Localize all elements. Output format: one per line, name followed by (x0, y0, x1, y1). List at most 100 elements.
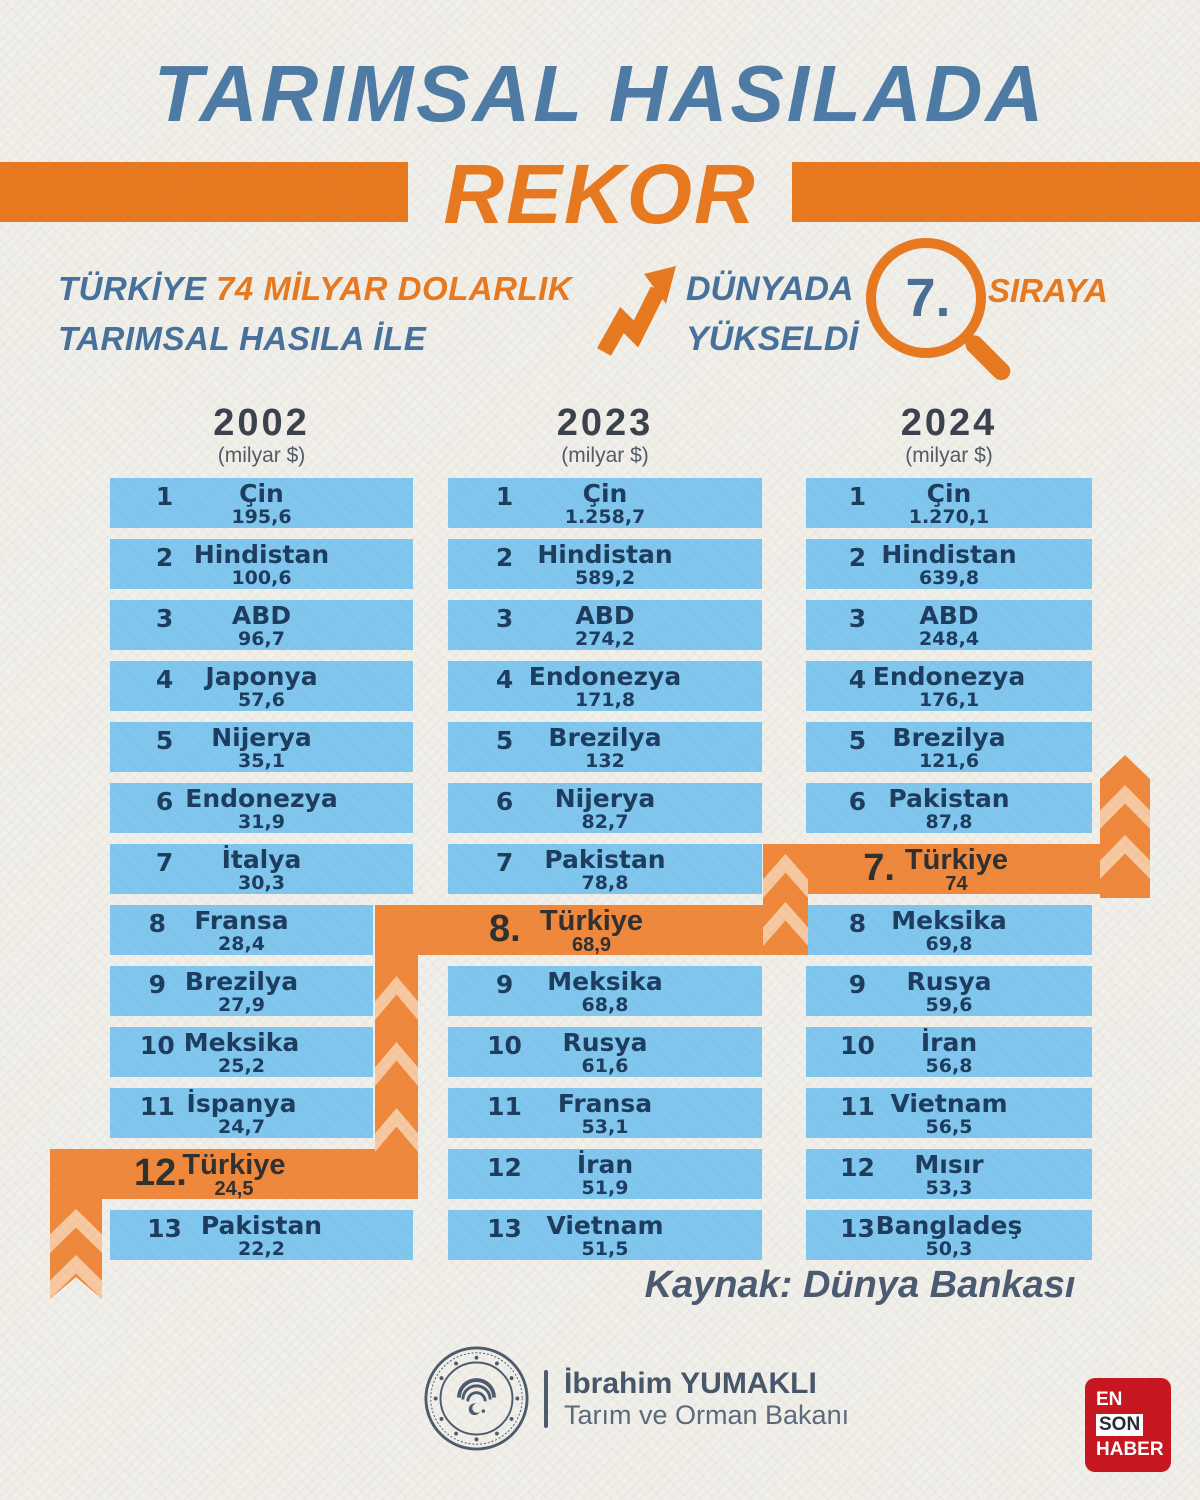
column-unit: (milyar $) (561, 444, 649, 467)
country-name: Meksika (891, 906, 1007, 935)
subtitle-world-line2: YÜKSELDİ (686, 320, 858, 358)
rank-number: 9 (848, 970, 867, 999)
table-row: 12 İran 51,9 (448, 1149, 762, 1199)
ranking-rows: 1 Çin 1.270,1 2 Hindistan 639,8 3 ABD 248,4 4 Endo… (763, 478, 1150, 1260)
country-name: İran (576, 1150, 634, 1179)
table-row: 3 ABD 96,7 (110, 600, 413, 650)
rank-number: 8 (148, 909, 167, 938)
country-value: 171,8 (574, 689, 636, 711)
rank-number: 12. (133, 1152, 187, 1194)
chevron-up-icon (1100, 785, 1150, 829)
rank-number: 13 (840, 1214, 875, 1243)
rank-number: 7. (863, 847, 895, 889)
country-name: ABD (919, 601, 979, 630)
country-name: Türkiye (539, 905, 644, 937)
country-name: Mısır (914, 1150, 984, 1179)
rank-number: 2 (495, 543, 514, 572)
country-value: 1.270,1 (908, 506, 990, 528)
brand-line-haber: HABER (1096, 1439, 1164, 1460)
rank-number: 8. (489, 908, 521, 950)
table-row: 2 Hindistan 639,8 (806, 539, 1092, 589)
rank-number: 6 (155, 787, 174, 816)
rising-trend-arrow-icon (597, 266, 676, 356)
rank-number: 1 (848, 482, 867, 511)
country-value: 24,5 (214, 1178, 254, 1200)
country-name: Brezilya (184, 967, 299, 996)
table-row: 4 Japonya 57,6 (110, 661, 413, 711)
ensonhaber-logo: EN SON HABER (1085, 1378, 1171, 1472)
rank-number: 2 (155, 543, 174, 572)
country-name: Vietnam (546, 1211, 664, 1240)
minister-name: İbrahim YUMAKLI (564, 1366, 817, 1400)
column-unit: (milyar $) (217, 444, 306, 467)
table-row: 4 Endonezya 176,1 (806, 661, 1092, 711)
table-row: 10 İran 56,8 (806, 1027, 1092, 1077)
chevron-up-icon (763, 902, 808, 946)
country-value: 57,6 (238, 689, 285, 711)
table-row: 10 Rusya 61,6 (448, 1027, 762, 1077)
country-value: 274,2 (574, 628, 636, 650)
rank-number: 6 (495, 787, 514, 816)
country-name: ABD (231, 601, 292, 630)
country-name: Endonezya (528, 662, 682, 691)
table-row: 11 Fransa 53,1 (448, 1088, 762, 1138)
rank-number: 1 (495, 482, 514, 511)
table-row: 12 Mısır 53,3 (806, 1149, 1092, 1199)
rank-number: 9 (148, 970, 167, 999)
rank-number: 5 (155, 726, 174, 755)
subtitle-lead: TÜRKİYE (58, 270, 207, 307)
table-row: 11 Vietnam 56,5 (806, 1088, 1092, 1138)
subtitle-line2: TARIMSAL HASILA İLE (58, 320, 427, 357)
country-value: 35,1 (238, 750, 285, 772)
magnifier-icon: 7. (866, 238, 1016, 384)
country-name: İspanya (186, 1089, 297, 1118)
rank-number: 13 (487, 1214, 522, 1243)
table-row: 6 Nijerya 82,7 (448, 783, 762, 833)
table-row: 9 Meksika 68,8 (448, 966, 762, 1016)
rank-number: 2 (848, 543, 867, 572)
country-name: İran (920, 1028, 978, 1057)
country-name: Fransa (194, 906, 289, 935)
country-value: 56,8 (925, 1055, 973, 1077)
chevron-up-icon (50, 1255, 102, 1299)
page-title-highlight: REKOR (443, 147, 757, 241)
country-value: 68,8 (581, 994, 629, 1016)
table-row: 2 Hindistan 589,2 (448, 539, 762, 589)
country-name: Pakistan (544, 845, 666, 874)
table-row: 9 Rusya 59,6 (806, 966, 1092, 1016)
country-value: 56,5 (925, 1116, 973, 1138)
country-value: 589,2 (574, 567, 636, 589)
table-row: 11 İspanya 24,7 (110, 1088, 373, 1138)
rank-number: 10 (840, 1031, 875, 1060)
signature-divider (544, 1369, 548, 1428)
country-name: Nijerya (211, 723, 312, 752)
table-row: 3 ABD 248,4 (806, 600, 1092, 650)
country-value: 121,6 (918, 750, 980, 772)
table-row: 13 Bangladeş 50,3 (806, 1210, 1092, 1260)
country-value: 82,7 (581, 811, 629, 833)
country-value: 100,6 (231, 567, 292, 589)
country-name: Rusya (562, 1028, 648, 1057)
country-name: Bangladeş (875, 1211, 1023, 1240)
path-band-2024-head (1100, 755, 1150, 898)
country-name: Pakistan (888, 784, 1010, 813)
minister-block: İbrahim YUMAKLI Tarım ve Orman Bakanı (564, 1366, 849, 1430)
rank-number: 5 (848, 726, 867, 755)
ranking-column-2023: 2023 (milyar $) 1 Çin 1.258,7 2 Hindistan 589… (375, 402, 808, 1271)
country-value: 96,7 (238, 628, 285, 650)
country-value: 69,8 (925, 933, 973, 955)
country-value: 51,9 (581, 1177, 629, 1199)
table-row: 4 Endonezya 171,8 (448, 661, 762, 711)
country-name: Fransa (557, 1089, 653, 1118)
table-row: 3 ABD 274,2 (448, 600, 762, 650)
rank-number: 4 (848, 665, 867, 694)
country-value: 78,8 (581, 872, 629, 894)
country-name: Hindistan (881, 540, 1017, 569)
subtitle-right: DÜNYADA YÜKSELDİ (686, 264, 858, 364)
ministry-signature: İbrahim YUMAKLI Tarım ve Orman Bakanı (423, 1345, 849, 1452)
rank-number: 10 (487, 1031, 522, 1060)
country-name: Hindistan (537, 540, 673, 569)
country-name: Endonezya (185, 784, 338, 813)
subtitle-left: TÜRKİYE 74 MİLYAR DOLARLIK TARIMSAL HASI… (58, 264, 572, 364)
